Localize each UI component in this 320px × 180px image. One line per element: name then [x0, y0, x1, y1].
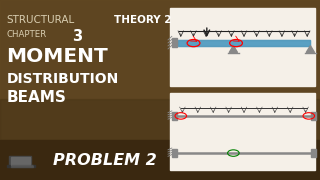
Text: MOMENT: MOMENT	[6, 47, 108, 66]
Bar	[172, 38, 177, 48]
Bar	[172, 149, 177, 157]
Polygon shape	[229, 46, 237, 53]
Bar	[7, 165, 35, 167]
Bar	[172, 112, 177, 120]
Bar	[9, 156, 31, 166]
Bar	[311, 149, 316, 157]
Bar	[0, 0, 320, 99]
Bar	[178, 40, 310, 46]
Text: STRUCTURAL: STRUCTURAL	[6, 15, 75, 25]
Text: THEORY 2: THEORY 2	[114, 15, 171, 25]
Bar	[11, 166, 33, 167]
Polygon shape	[306, 46, 315, 53]
Bar	[311, 112, 316, 120]
Bar	[11, 157, 30, 165]
Bar	[0, 140, 320, 180]
Bar	[178, 40, 310, 46]
Bar	[170, 93, 315, 170]
Bar	[170, 8, 315, 86]
Bar	[0, 99, 320, 180]
Text: 3: 3	[72, 29, 82, 44]
Text: BEAMS: BEAMS	[6, 90, 66, 105]
Text: CHAPTER: CHAPTER	[6, 30, 47, 39]
Text: PROBLEM 2: PROBLEM 2	[53, 153, 156, 168]
Text: DISTRIBUTION: DISTRIBUTION	[6, 72, 119, 86]
